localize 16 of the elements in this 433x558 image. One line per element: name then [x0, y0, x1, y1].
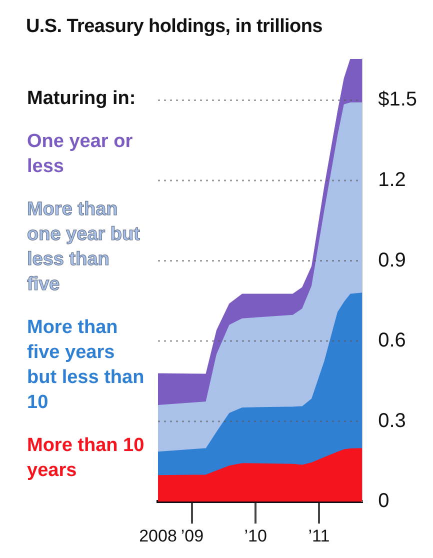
y-tick-label: 0.9 — [378, 249, 406, 272]
y-tick-label: 1.2 — [378, 169, 406, 192]
y-tick-label: $1.5 — [378, 88, 418, 111]
x-tick-label: 2008 — [139, 526, 177, 546]
chart-title: U.S. Treasury holdings, in trillions — [26, 16, 322, 38]
legend-title: Maturing in: — [27, 87, 137, 111]
series-label: More than 10 years — [27, 434, 145, 483]
text: More than five years but less than 10 — [27, 316, 145, 415]
x-tick-label: ’11 — [308, 526, 330, 546]
y-tick-label: 0 — [378, 490, 390, 512]
x-tick-label: ’09 — [180, 526, 204, 546]
text: More than one year but less than five — [27, 198, 141, 297]
y-tick-label: 0.3 — [378, 410, 406, 432]
text: One year or less — [27, 130, 134, 179]
x-tick-label: ’10 — [244, 526, 267, 546]
y-tick-label: 0.6 — [378, 330, 406, 352]
